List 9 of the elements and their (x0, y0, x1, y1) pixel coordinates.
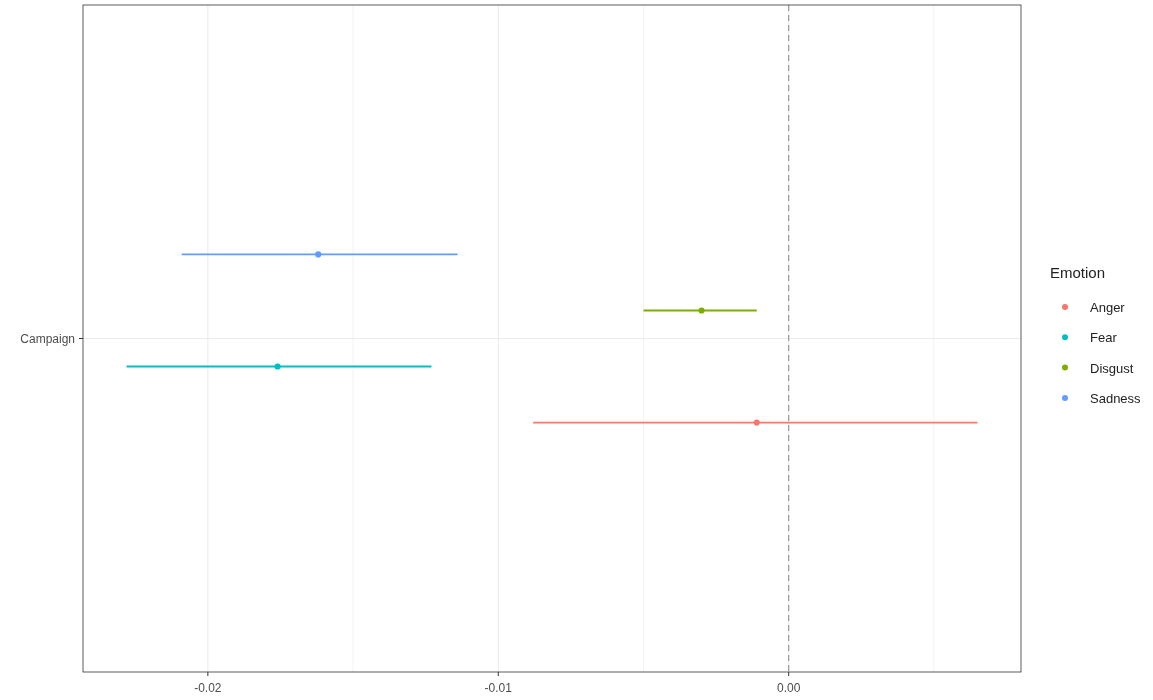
legend-label: Sadness (1090, 390, 1142, 406)
x-tick-label: -0.01 (484, 681, 513, 695)
legend-label: Anger (1090, 300, 1126, 315)
x-tick-label: -0.02 (194, 681, 222, 695)
x-tick-label: 0.00 (777, 681, 801, 695)
legend-title: Emotion (1050, 264, 1106, 281)
legend-label: Disgust (1090, 360, 1134, 376)
y-tick-label: Campaign (20, 331, 75, 346)
legend-label: Fear (1090, 330, 1118, 346)
